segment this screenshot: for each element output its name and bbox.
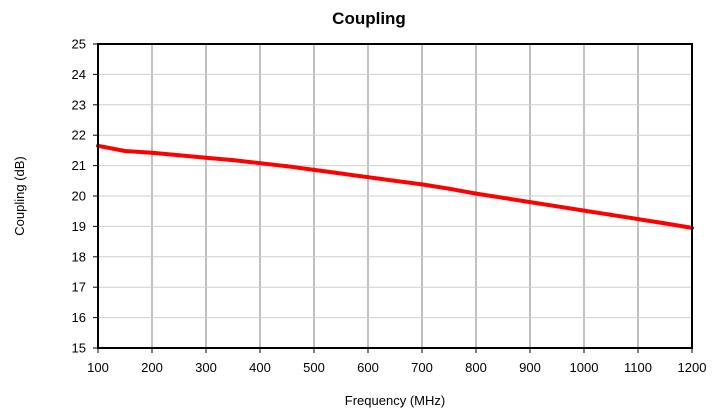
y-tick-label: 15 <box>72 341 86 356</box>
y-tick-label: 23 <box>72 97 86 112</box>
data-point <box>501 195 505 200</box>
data-point <box>285 164 289 169</box>
data-point <box>528 200 532 205</box>
data-point <box>663 221 667 226</box>
data-point <box>420 182 424 187</box>
x-tick-label: 1100 <box>624 360 652 375</box>
data-point <box>582 208 586 213</box>
y-tick-label: 25 <box>72 37 86 52</box>
y-tick-label: 22 <box>72 128 86 143</box>
data-point <box>555 204 559 209</box>
x-axis-tick-labels: 100 200 300 400 500 600 700 800 900 1000 1100 1200 <box>87 360 706 375</box>
x-tick-label: 400 <box>249 360 271 375</box>
x-tick-label: 700 <box>411 360 433 375</box>
data-point <box>123 149 127 154</box>
data-point <box>636 217 640 222</box>
x-tick-label: 500 <box>303 360 325 375</box>
x-tick-label: 300 <box>195 360 217 375</box>
y-tick-label: 20 <box>72 189 86 204</box>
y-tick-label: 21 <box>72 158 86 173</box>
x-tick-label: 1000 <box>570 360 599 375</box>
y-axis-ticks <box>93 43 98 349</box>
data-point <box>177 153 181 158</box>
x-tick-label: 600 <box>357 360 379 375</box>
y-tick-label: 17 <box>72 280 86 295</box>
x-tick-label: 800 <box>465 360 487 375</box>
data-point <box>312 167 316 172</box>
data-point <box>393 178 397 183</box>
data-point <box>204 155 208 160</box>
y-axis-tick-labels: 15 16 17 18 19 20 21 22 23 24 25 <box>72 37 86 356</box>
x-tick-label: 200 <box>141 360 163 375</box>
x-tick-label: 100 <box>87 360 109 375</box>
data-point <box>366 175 370 180</box>
x-tick-label: 900 <box>519 360 541 375</box>
y-tick-label: 19 <box>72 219 86 234</box>
data-point <box>150 150 154 155</box>
x-tick-label: 1200 <box>678 360 707 375</box>
data-point <box>474 191 478 196</box>
y-tick-label: 18 <box>72 249 86 264</box>
chart-title: Coupling <box>332 9 406 28</box>
data-point <box>231 158 235 163</box>
y-axis-label: Coupling (dB) <box>12 156 27 236</box>
y-tick-label: 16 <box>72 310 86 325</box>
data-point <box>609 212 613 217</box>
data-point <box>258 161 262 166</box>
x-axis-ticks <box>97 348 693 353</box>
y-tick-label: 24 <box>72 67 86 82</box>
data-point <box>339 171 343 176</box>
grid-lines <box>98 44 692 348</box>
data-point <box>447 186 451 191</box>
x-axis-label: Frequency (MHz) <box>345 393 445 408</box>
